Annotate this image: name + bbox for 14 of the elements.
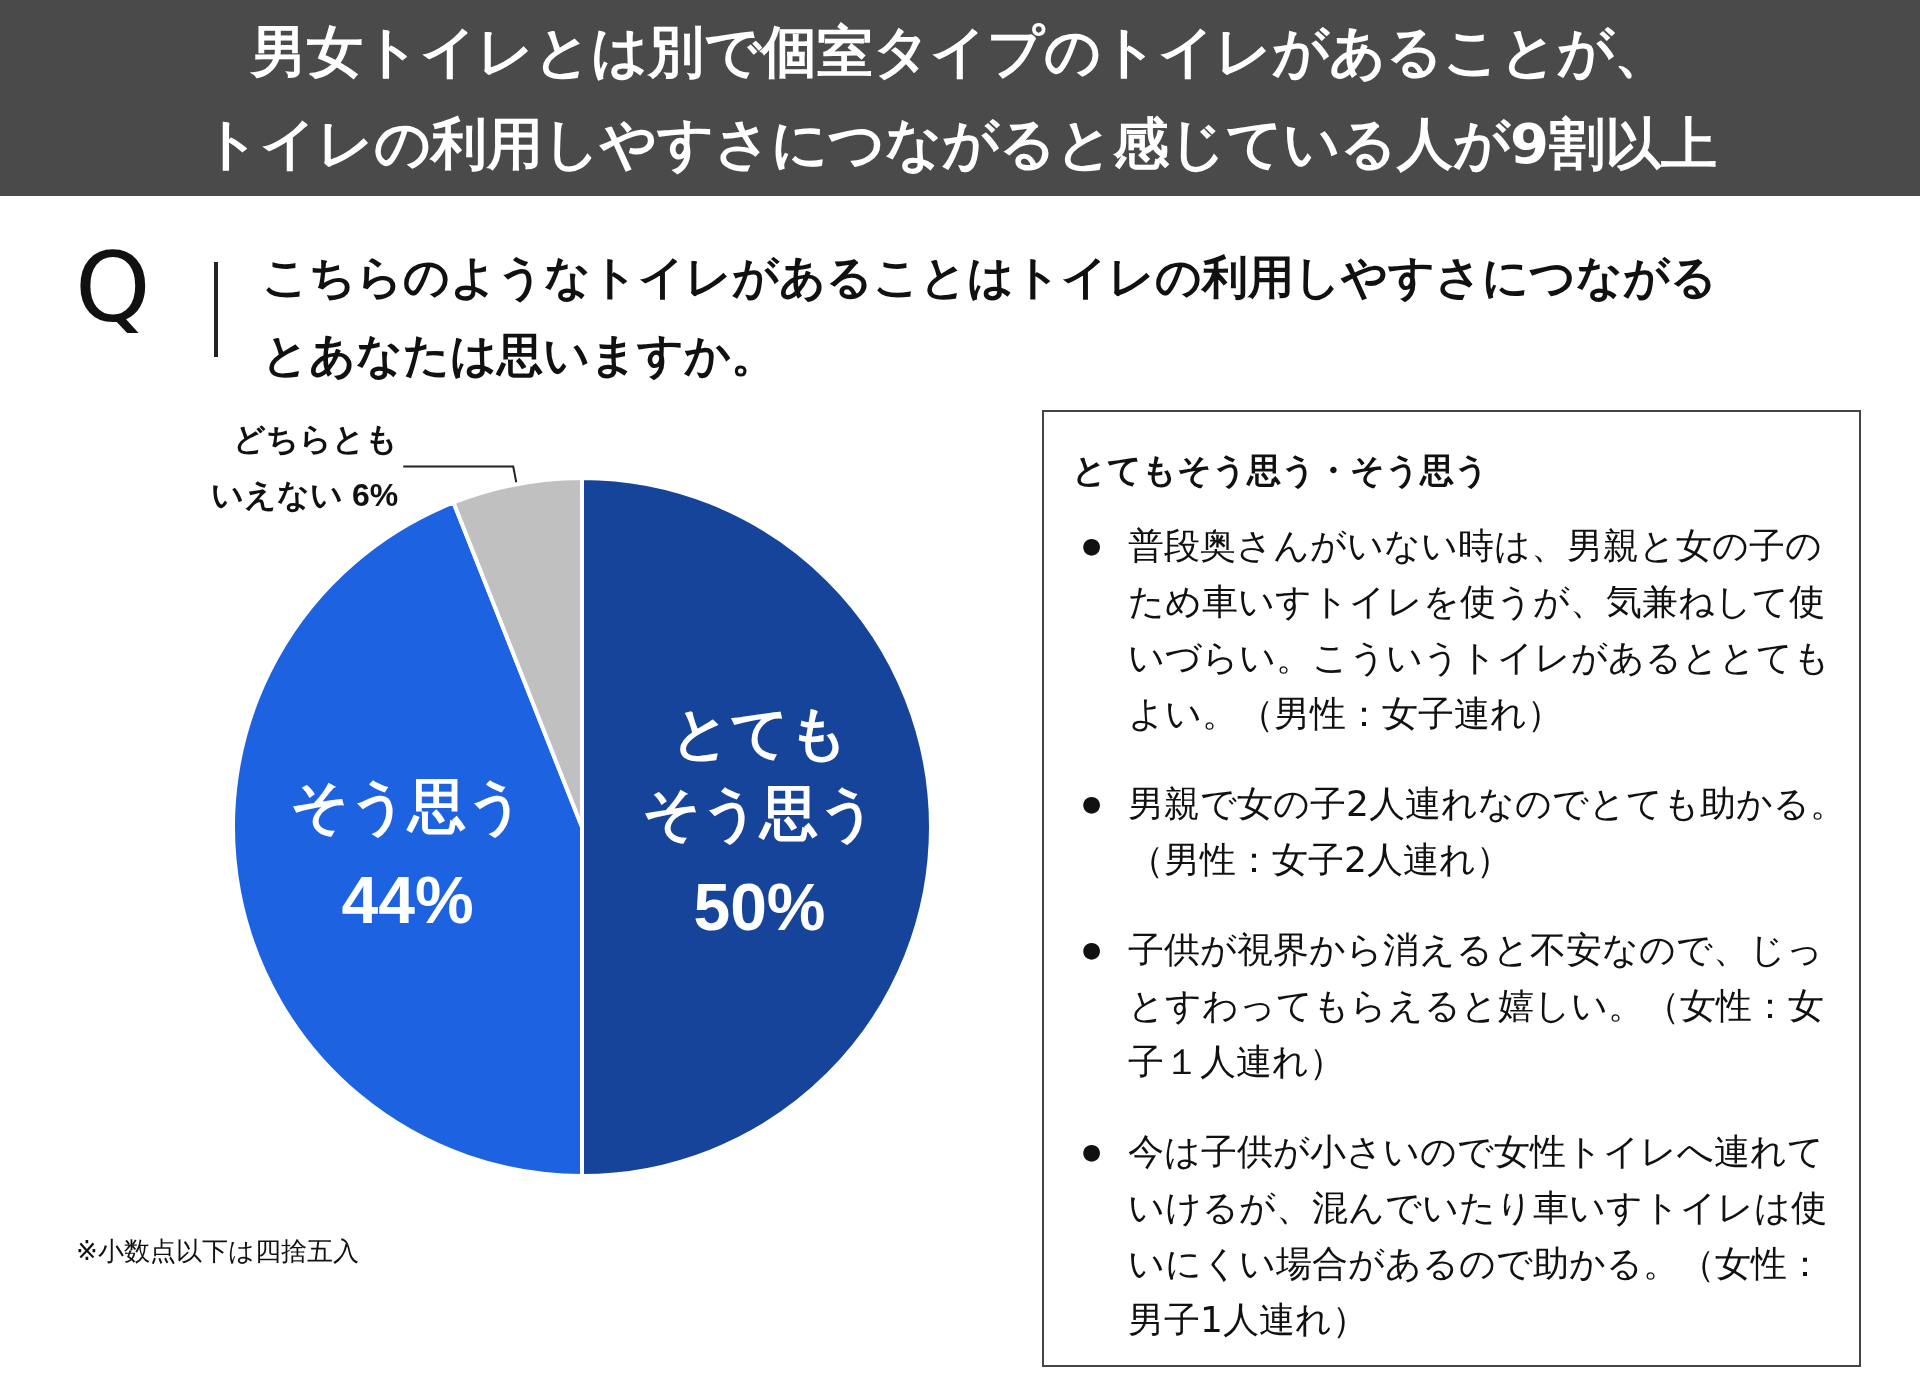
- text: ●今は子供が小さいので女性トイレへ連れていけるが、混んでいたり車いすトイレは使いにくい場合があるので助かる。（女性：男子1人連れ）: [1082, 1131, 1827, 1340]
- data-label: 44%: [341, 863, 474, 938]
- text: Q: [75, 232, 151, 344]
- chart-title: 男女トイレとは別で個室タイプのトイレがあることが、トイレの利用しやすさにつながると感じている人が9割以上: [202, 18, 1718, 178]
- text: ●男親で女の子2人連れなのでとても助かる。（男性：女子2人連れ）: [1082, 783, 1846, 880]
- text: ●普段奥さんがいない時は、男親と女の子のため車いすトイレを使うが、気兼ねして使いづらい。こういうトイレがあるととてもよい。（男性：女子連れ）: [1082, 525, 1830, 734]
- text: ●子供が視界から消えると不安なので、じっとすわってもらえると嬉しい。（女性：女子１人連れ）: [1082, 929, 1824, 1082]
- text: ※小数点以下は四捨五入: [76, 1235, 359, 1268]
- slice-label: そう思う: [290, 772, 526, 839]
- slice-label: とてもそう思う: [642, 699, 877, 846]
- data-label: 50%: [693, 870, 826, 944]
- slice-label: どちらともいえない 6%: [211, 420, 399, 513]
- chart-subtitle: こちらのようなトイレがあることはトイレの利用しやすさにつながるとあなたは思いますか。: [262, 249, 1718, 384]
- text: とてもそう思う・そう思う: [1072, 449, 1490, 492]
